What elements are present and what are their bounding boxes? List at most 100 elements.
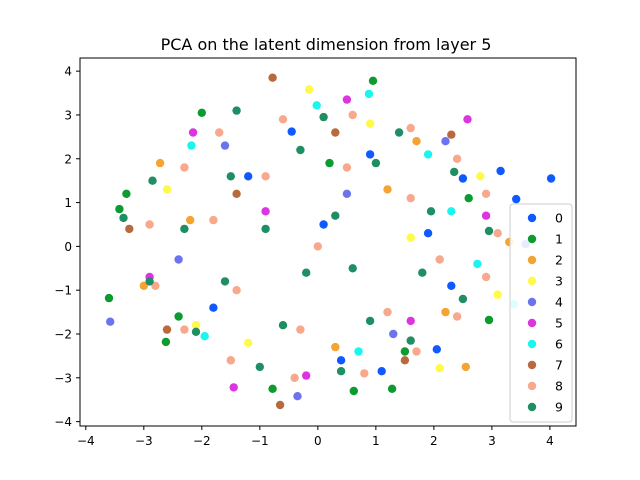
legend-marker-6 bbox=[527, 339, 537, 349]
point-class-5 bbox=[481, 211, 491, 220]
point-class-6 bbox=[354, 347, 363, 356]
point-class-3 bbox=[244, 338, 253, 347]
y-tick-label: 2 bbox=[64, 152, 72, 166]
point-class-0 bbox=[458, 174, 468, 183]
point-class-8 bbox=[180, 163, 189, 172]
x-tick-label: −2 bbox=[193, 434, 211, 448]
point-class-2 bbox=[412, 137, 421, 146]
point-class-3 bbox=[493, 290, 502, 299]
legend-marker-2 bbox=[527, 255, 537, 265]
x-tick-label: −4 bbox=[77, 434, 95, 448]
point-class-7 bbox=[232, 189, 241, 198]
point-class-8 bbox=[232, 286, 241, 295]
point-class-4 bbox=[106, 317, 115, 326]
point-class-1 bbox=[464, 194, 473, 203]
legend-marker-7 bbox=[527, 360, 537, 370]
point-class-0 bbox=[423, 229, 433, 238]
legend-label-9: 9 bbox=[555, 400, 563, 415]
x-tick-label: 1 bbox=[372, 434, 380, 448]
point-class-8 bbox=[226, 356, 235, 365]
point-class-1 bbox=[104, 293, 114, 303]
point-class-0 bbox=[377, 367, 386, 376]
point-class-2 bbox=[461, 362, 470, 372]
y-tick-label: −1 bbox=[54, 284, 72, 298]
point-class-9 bbox=[348, 264, 357, 273]
legend-marker-1 bbox=[527, 234, 537, 244]
point-class-9 bbox=[418, 268, 427, 277]
point-class-1 bbox=[387, 384, 397, 393]
point-class-9 bbox=[450, 167, 459, 177]
point-class-2 bbox=[139, 281, 148, 290]
point-class-3 bbox=[191, 321, 201, 330]
point-class-0 bbox=[546, 174, 556, 183]
point-class-0 bbox=[244, 172, 253, 181]
legend-label-6: 6 bbox=[555, 337, 563, 352]
legend-label-3: 3 bbox=[555, 274, 563, 289]
point-class-9 bbox=[302, 268, 311, 277]
legend-marker-3 bbox=[527, 276, 537, 286]
point-class-9 bbox=[336, 367, 346, 376]
point-class-1 bbox=[122, 189, 131, 198]
point-class-6 bbox=[364, 89, 374, 99]
point-class-9 bbox=[232, 106, 241, 115]
point-class-6 bbox=[312, 101, 321, 110]
point-class-9 bbox=[426, 207, 436, 216]
point-class-8 bbox=[383, 307, 392, 317]
legend-box bbox=[509, 203, 573, 423]
point-class-6 bbox=[187, 141, 196, 150]
point-class-6 bbox=[200, 332, 209, 341]
point-class-9 bbox=[319, 112, 328, 122]
point-class-1 bbox=[174, 312, 183, 321]
point-class-8 bbox=[145, 220, 154, 229]
legend-marker-5 bbox=[527, 318, 537, 328]
legend-marker-4 bbox=[527, 297, 537, 307]
point-class-0 bbox=[512, 194, 521, 204]
point-class-1 bbox=[400, 347, 410, 356]
point-class-3 bbox=[304, 85, 314, 94]
point-class-0 bbox=[365, 150, 375, 159]
x-tick-label: −3 bbox=[135, 434, 153, 448]
point-class-2 bbox=[331, 342, 340, 352]
point-class-7 bbox=[275, 400, 285, 410]
legend-label-7: 7 bbox=[555, 358, 563, 373]
point-class-0 bbox=[287, 127, 296, 136]
point-class-1 bbox=[268, 384, 277, 393]
point-class-0 bbox=[209, 303, 218, 312]
x-tick-label: 0 bbox=[314, 434, 322, 448]
y-tick-label: −4 bbox=[54, 415, 72, 429]
point-class-9 bbox=[145, 277, 154, 286]
legend-label-0: 0 bbox=[555, 211, 563, 226]
point-class-8 bbox=[296, 325, 305, 334]
point-class-2 bbox=[441, 307, 450, 317]
point-class-1 bbox=[325, 158, 334, 168]
point-class-8 bbox=[452, 312, 462, 321]
x-tick-label: 2 bbox=[430, 434, 438, 448]
point-class-1 bbox=[484, 315, 494, 325]
point-class-3 bbox=[365, 119, 375, 128]
point-class-9 bbox=[220, 277, 230, 286]
x-tick-label: 3 bbox=[488, 434, 496, 448]
point-class-9 bbox=[365, 316, 375, 326]
point-class-0 bbox=[447, 281, 456, 290]
point-class-7 bbox=[400, 356, 410, 365]
point-class-9 bbox=[226, 172, 235, 181]
legend: 0 1 2 3 4 5 6 7 8 9 bbox=[509, 203, 573, 423]
y-tick-label: 1 bbox=[64, 196, 72, 210]
y-tick-label: 0 bbox=[64, 240, 72, 254]
point-class-8 bbox=[151, 281, 160, 290]
y-tick-label: 3 bbox=[64, 108, 72, 122]
point-class-0 bbox=[496, 166, 505, 176]
point-class-8 bbox=[180, 325, 189, 334]
point-class-8 bbox=[481, 272, 491, 282]
point-class-4 bbox=[389, 329, 398, 339]
point-class-9 bbox=[180, 224, 189, 234]
point-class-8 bbox=[406, 123, 415, 133]
point-class-8 bbox=[278, 115, 288, 124]
point-class-8 bbox=[261, 172, 270, 181]
point-class-9 bbox=[458, 294, 468, 304]
point-class-9 bbox=[331, 211, 340, 220]
point-class-8 bbox=[360, 369, 369, 378]
point-class-4 bbox=[220, 141, 230, 150]
point-class-9 bbox=[119, 213, 128, 223]
